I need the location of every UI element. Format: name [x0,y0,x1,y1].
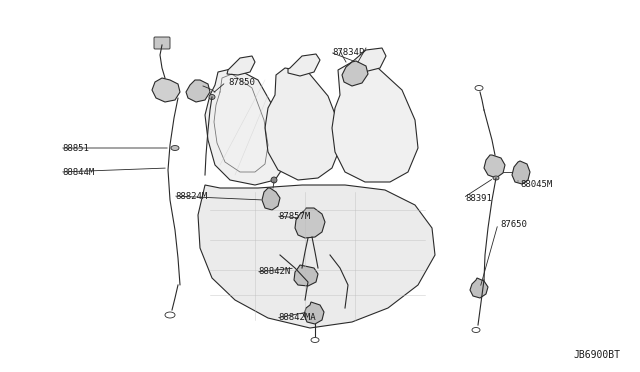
Polygon shape [152,78,180,102]
Ellipse shape [209,94,215,99]
Circle shape [271,177,277,183]
Polygon shape [350,48,386,72]
Text: 88844M: 88844M [62,167,94,176]
Polygon shape [205,68,285,185]
Ellipse shape [171,145,179,151]
Polygon shape [512,161,530,184]
Polygon shape [332,62,418,182]
Polygon shape [295,208,325,238]
Polygon shape [294,265,318,286]
Text: 87650: 87650 [500,219,527,228]
Ellipse shape [493,176,499,180]
Text: 88391: 88391 [465,193,492,202]
Text: 87857M: 87857M [278,212,310,221]
Polygon shape [342,61,368,86]
Text: 87850: 87850 [228,77,255,87]
Polygon shape [470,278,488,298]
Polygon shape [198,185,435,328]
Polygon shape [227,56,255,75]
Polygon shape [262,188,280,210]
Text: 88842N: 88842N [258,267,291,276]
Polygon shape [484,155,505,178]
Text: 88842MA: 88842MA [278,314,316,323]
Text: 88045M: 88045M [520,180,552,189]
Text: 88824M: 88824M [175,192,207,201]
Text: 88851: 88851 [62,144,89,153]
FancyBboxPatch shape [154,37,170,49]
Polygon shape [304,302,324,324]
Polygon shape [265,68,340,180]
Polygon shape [288,54,320,76]
Text: 87834P: 87834P [332,48,364,57]
Text: JB6900BT: JB6900BT [573,350,620,360]
Polygon shape [186,80,210,102]
